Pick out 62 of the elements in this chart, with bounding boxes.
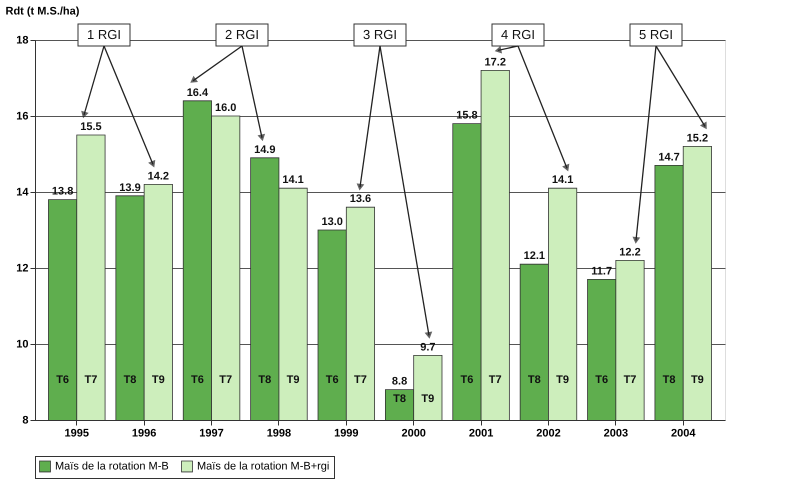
y-axis-title: Rdt (t M.S./ha) — [6, 6, 80, 18]
data-label: 15.5 — [80, 121, 102, 133]
y-tick-label: 16 — [16, 110, 28, 122]
annotation: T6 — [190, 374, 204, 386]
annotation: 2 RGI — [225, 27, 259, 42]
x-tick-label: 2000 — [401, 428, 426, 440]
data-label: 13.9 — [119, 182, 141, 194]
annotation: T8 — [124, 374, 136, 386]
x-tick-label: 1998 — [266, 428, 292, 440]
data-label: 16.0 — [214, 102, 236, 114]
data-label: 12.2 — [619, 246, 641, 258]
y-tick-label: 18 — [16, 34, 28, 46]
data-label: 16.4 — [186, 86, 209, 99]
legend-label: Maïs de la rotation M-B+rgi — [197, 460, 330, 472]
annotation: T8 — [528, 374, 541, 386]
data-label: 12.1 — [524, 250, 546, 262]
y-tick-label: 10 — [16, 338, 28, 350]
x-tick-label: 2001 — [468, 428, 494, 440]
x-tick-label: 1997 — [199, 428, 224, 440]
x-tick-label: 2003 — [604, 428, 628, 440]
annotation: T8 — [662, 374, 676, 386]
annotation: T6 — [595, 374, 608, 386]
annotation: T8 — [393, 392, 406, 405]
data-label: 13.0 — [321, 216, 343, 228]
annotation: T9 — [556, 374, 570, 386]
annotation: T9 — [286, 374, 300, 386]
annotation: T7 — [488, 374, 502, 386]
x-tick-label: 2004 — [670, 428, 696, 440]
x-tick-label: 1996 — [132, 428, 156, 440]
y-tick-label: 12 — [16, 262, 28, 274]
annotation: T7 — [84, 374, 98, 386]
y-tick-label: 8 — [22, 414, 28, 426]
annotation: 3 RGI — [363, 27, 397, 42]
data-label: 14.7 — [658, 151, 680, 164]
x-tick-label: 1999 — [334, 428, 359, 440]
data-label: 11.7 — [591, 265, 612, 278]
annotation: T9 — [690, 374, 704, 386]
data-label: 14.1 — [552, 174, 574, 186]
data-label: 14.2 — [148, 170, 170, 182]
data-label: 14.1 — [282, 174, 304, 186]
annotation: 1 RGI — [87, 27, 121, 42]
annotation: T7 — [624, 374, 636, 386]
annotation: T7 — [354, 374, 367, 386]
data-label: 9.7 — [420, 341, 436, 354]
x-tick-label: 2002 — [536, 428, 561, 440]
data-label: 17.2 — [484, 56, 506, 68]
annotation: T9 — [152, 374, 165, 386]
annotation: T8 — [258, 374, 272, 386]
annotation: T7 — [219, 374, 232, 386]
annotation: 4 RGI — [501, 27, 535, 42]
annotation: T6 — [460, 374, 474, 386]
annotation: T9 — [421, 392, 434, 405]
annotation: T6 — [56, 374, 70, 386]
annotation: 5 RGI — [639, 27, 673, 42]
data-label: 8.8 — [392, 376, 408, 388]
y-tick-label: 14 — [16, 186, 30, 198]
legend-label: Maïs de la rotation M-B — [55, 460, 169, 472]
data-label: 13.6 — [350, 193, 372, 206]
data-label: 15.2 — [686, 132, 708, 144]
annotation: T6 — [326, 374, 339, 386]
x-tick-label: 1995 — [64, 428, 90, 440]
data-label: 14.9 — [254, 144, 276, 156]
